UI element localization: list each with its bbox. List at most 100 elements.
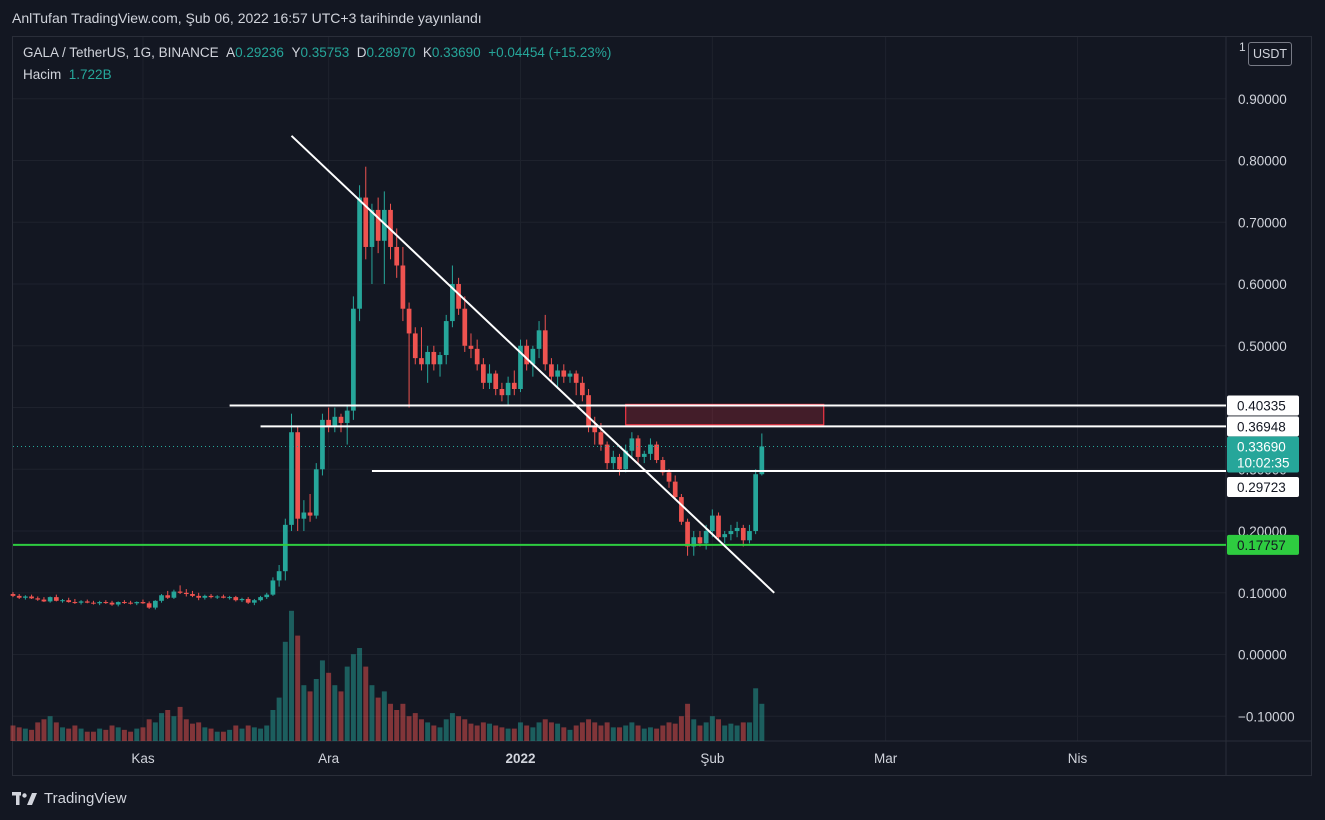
candle-body	[511, 382, 517, 389]
price-tag-level-1: 0.40335	[1237, 398, 1286, 413]
candle-body	[363, 197, 369, 247]
candle-body	[214, 596, 220, 598]
price-tag-current: 0.33690	[1237, 439, 1286, 454]
price-tag-level-1-bg	[1227, 395, 1299, 416]
volume-bar	[598, 725, 604, 741]
volume-bar	[709, 716, 715, 741]
open-value: 0.29236	[235, 45, 284, 60]
candle-body	[697, 537, 703, 544]
volume-bar	[567, 729, 573, 741]
y-tick-label: −0.10000	[1238, 709, 1295, 724]
volume-bar	[165, 710, 171, 741]
volume-bar	[660, 725, 666, 741]
candle-body	[357, 197, 362, 309]
volume-label[interactable]: Hacim	[23, 67, 62, 82]
low-value: 0.28970	[366, 45, 416, 60]
descending-trendline[interactable]	[290, 135, 775, 594]
candle-body	[586, 395, 591, 427]
price-tag-level-2-bg	[1227, 416, 1299, 437]
volume-bar	[505, 728, 511, 741]
volume-bar	[357, 648, 363, 741]
volume-bar	[78, 728, 84, 741]
candle-body	[598, 432, 604, 445]
y-tick-label: 0.10000	[1238, 586, 1287, 601]
volume-bar	[270, 710, 276, 741]
symbol-title[interactable]: GALA / TetherUS, 1G, BINANCE	[23, 45, 219, 60]
candle-body	[561, 370, 567, 377]
volume-bar	[363, 666, 369, 741]
currency-button[interactable]: USDT	[1248, 42, 1292, 66]
candle-body	[567, 373, 573, 377]
volume-bar	[134, 728, 140, 741]
volume-bar	[431, 725, 437, 741]
candle-body	[406, 308, 412, 334]
candle-body	[29, 596, 34, 599]
candle-body	[146, 603, 152, 608]
volume-bar	[171, 716, 177, 741]
volume-bar	[295, 635, 301, 741]
candle-body	[115, 602, 121, 605]
volume-bar	[666, 722, 672, 741]
high-label: Y	[291, 45, 301, 60]
candle-body	[159, 595, 164, 601]
candle-body	[753, 474, 759, 532]
x-tick-label: Şub	[700, 751, 724, 766]
volume-bar	[388, 703, 393, 741]
candle-body	[530, 348, 536, 365]
volume-bar	[128, 731, 134, 741]
volume-bar	[202, 727, 208, 741]
candle-body	[740, 527, 746, 541]
candle-body	[524, 345, 530, 365]
volume-bar	[579, 722, 585, 741]
candle-body	[629, 438, 635, 451]
volume-bar	[518, 722, 523, 741]
x-tick-label: Nis	[1068, 751, 1088, 766]
x-tick-label: Kas	[131, 751, 155, 766]
volume-bar	[418, 719, 424, 741]
x-tick-label: 2022	[505, 751, 535, 766]
candle-body	[53, 597, 59, 601]
volume-bar	[53, 722, 59, 741]
volume-bar	[72, 725, 78, 741]
price-tag-current-countdown: 10:02:35	[1237, 455, 1290, 470]
candle-body	[109, 602, 115, 605]
volume-bar	[227, 729, 233, 741]
change-value: +0.04454 (+15.23%)	[488, 45, 612, 60]
candle-body	[610, 456, 616, 464]
volume-bar	[635, 725, 641, 741]
candle-body	[450, 284, 455, 322]
candle-body	[152, 600, 158, 608]
volume-bar	[115, 727, 121, 741]
volume-bar	[406, 716, 412, 741]
volume-bar	[282, 641, 288, 741]
candle-body	[233, 597, 239, 601]
volume-bar	[425, 722, 431, 741]
volume-bar	[220, 731, 226, 741]
candle-body	[227, 597, 232, 599]
candle-body	[202, 595, 208, 598]
candle-body	[555, 370, 560, 377]
candle-body	[245, 598, 251, 603]
volume-bar	[573, 725, 579, 741]
open-label: A	[226, 45, 236, 60]
volume-bar	[35, 722, 41, 741]
candle-body	[716, 515, 721, 538]
resistance-zone[interactable]	[625, 403, 825, 426]
volume-bar	[344, 666, 350, 741]
volume-bar	[41, 719, 47, 741]
candle-body	[412, 333, 418, 359]
volume-bar	[121, 729, 127, 741]
volume-bar	[493, 725, 499, 741]
candle-body	[190, 594, 195, 596]
volume-bar	[307, 691, 313, 741]
candle-body	[221, 596, 226, 598]
candle-body	[660, 460, 666, 473]
volume-bar	[604, 722, 610, 741]
volume-bar	[369, 685, 375, 741]
candle-body	[282, 524, 288, 572]
volume-bar	[146, 719, 152, 741]
volume-bar	[60, 727, 65, 741]
candle-body	[709, 515, 715, 532]
volume-bar	[214, 731, 220, 741]
